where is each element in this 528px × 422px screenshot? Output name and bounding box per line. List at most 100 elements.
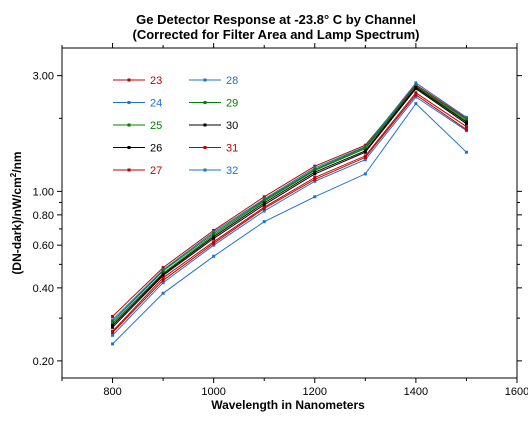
data-point-32	[363, 172, 367, 176]
y-axis-label-main: (DN-dark)/nW/cm	[10, 177, 24, 274]
data-point-28	[414, 95, 418, 99]
y-axis-label-tail: /nm	[10, 151, 24, 172]
data-point-26	[464, 122, 468, 126]
x-axis: 800 1000 1200 1400 1600	[61, 43, 528, 398]
data-point-25	[212, 233, 216, 237]
legend-marker-28	[203, 78, 207, 82]
y-tick-label: 0.80	[33, 210, 54, 222]
data-point-23	[262, 195, 266, 199]
data-point-24	[464, 115, 468, 119]
x-tick-label: 1200	[303, 386, 327, 398]
series-line-24	[112, 82, 467, 321]
x-tick-label: 800	[103, 386, 121, 398]
data-point-30	[161, 272, 165, 276]
data-point-32	[161, 291, 165, 295]
data-point-28	[313, 179, 317, 183]
legend-label-31: 31	[226, 143, 238, 155]
series-line-31	[112, 94, 467, 333]
data-point-24	[414, 81, 418, 85]
data-point-31	[313, 177, 317, 181]
legend-marker-27	[127, 168, 131, 172]
data-point-28	[262, 209, 266, 213]
data-point-27	[414, 91, 418, 95]
x-tick-label: 1600	[505, 386, 528, 398]
data-point-31	[464, 127, 468, 131]
series-line-28	[112, 96, 467, 336]
legend-label-23: 23	[150, 75, 162, 87]
data-point-31	[111, 330, 115, 334]
data-point-31	[212, 241, 216, 245]
data-point-30	[414, 86, 418, 90]
data-point-29	[464, 117, 468, 121]
data-point-28	[161, 281, 165, 285]
y-tick-label: 1.00	[33, 186, 54, 198]
data-point-29	[414, 84, 418, 88]
data-point-29	[363, 145, 367, 149]
data-point-25	[111, 322, 115, 326]
data-point-26	[111, 325, 115, 329]
data-point-28	[212, 243, 216, 247]
legend-label-32: 32	[226, 165, 238, 177]
data-point-31	[262, 206, 266, 210]
series-line-32	[112, 102, 467, 345]
legend-label-29: 29	[226, 98, 238, 110]
data-point-30	[464, 120, 468, 124]
data-point-29	[161, 269, 165, 273]
series-line-30	[112, 86, 467, 326]
legend: 23 24 25 26 27 28 29 30 31 32	[113, 75, 238, 177]
data-point-26	[262, 203, 266, 207]
data-point-26	[212, 236, 216, 240]
legend-marker-32	[203, 168, 207, 172]
y-axis: 0.20 0.40 0.60 0.80 1.00 3.00	[33, 71, 522, 368]
legend-marker-30	[203, 123, 207, 127]
legend-marker-31	[203, 146, 207, 149]
data-point-27	[313, 176, 317, 180]
data-point-32	[111, 342, 115, 346]
y-tick-label: 0.60	[33, 240, 54, 252]
y-tick-label: 0.40	[33, 283, 54, 295]
data-point-30	[262, 201, 266, 205]
legend-marker-24	[127, 101, 131, 104]
legend-label-24: 24	[150, 98, 162, 110]
series-line-26	[112, 88, 467, 328]
data-point-28	[363, 158, 367, 162]
data-point-32	[464, 150, 468, 154]
legend-label-30: 30	[226, 120, 238, 132]
plot-frame	[61, 47, 518, 379]
legend-label-25: 25	[150, 120, 162, 132]
y-axis-label: (DN-dark)/nW/cm2/nm	[9, 151, 24, 274]
data-point-29	[212, 232, 216, 236]
y-tick-label: 3.00	[33, 71, 54, 83]
data-point-27	[464, 125, 468, 129]
data-point-24	[111, 318, 115, 322]
series-line-29	[112, 85, 467, 323]
series-layer	[111, 81, 468, 346]
legend-marker-26	[127, 146, 131, 149]
data-point-31	[363, 155, 367, 159]
chart-subtitle: (Corrected for Filter Area and Lamp Spec…	[132, 27, 419, 42]
data-point-32	[212, 254, 216, 258]
legend-label-26: 26	[150, 143, 162, 155]
data-point-31	[161, 278, 165, 282]
data-point-30	[212, 235, 216, 239]
legend-label-28: 28	[226, 75, 238, 87]
data-point-29	[262, 198, 266, 202]
chart-title: Ge Detector Response at -23.8° C by Chan…	[136, 12, 416, 27]
data-point-26	[313, 172, 317, 176]
x-tick-label: 1000	[201, 386, 225, 398]
data-point-31	[414, 93, 418, 97]
data-point-27	[212, 240, 216, 244]
data-point-32	[414, 102, 418, 106]
data-point-24	[212, 230, 216, 234]
data-point-23	[313, 164, 317, 168]
y-axis-label-sup: 2	[9, 172, 18, 177]
legend-marker-25	[127, 123, 131, 127]
series-line-27	[112, 92, 467, 332]
data-point-23	[212, 228, 216, 232]
data-point-32	[313, 195, 317, 199]
data-point-28	[111, 333, 115, 337]
legend-marker-23	[127, 78, 131, 82]
data-point-30	[363, 149, 367, 153]
data-point-29	[313, 168, 317, 172]
